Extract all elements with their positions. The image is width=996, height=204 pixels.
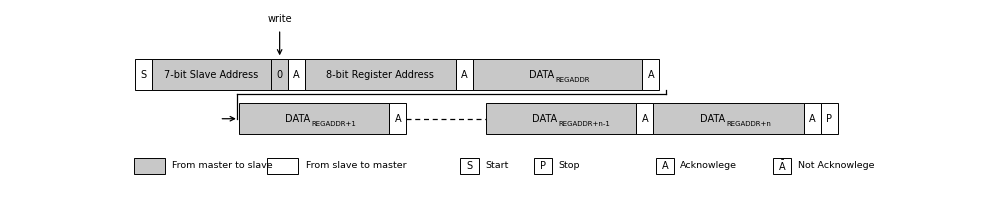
Bar: [486, 103, 636, 134]
Bar: [821, 103, 838, 134]
Bar: [271, 59, 288, 90]
Text: REGADDR: REGADDR: [555, 77, 590, 83]
Text: A: A: [647, 70, 654, 80]
Bar: [134, 59, 151, 90]
Text: S: S: [466, 161, 472, 171]
Bar: [636, 103, 653, 134]
Bar: [460, 158, 479, 174]
Text: REGADDR+n-1: REGADDR+n-1: [559, 121, 611, 127]
Bar: [655, 158, 674, 174]
Bar: [773, 158, 792, 174]
Text: From master to slave: From master to slave: [172, 161, 273, 170]
Bar: [642, 59, 659, 90]
Text: Not Acknowlege: Not Acknowlege: [798, 161, 874, 170]
Text: 8-bit Register Address: 8-bit Register Address: [327, 70, 434, 80]
Bar: [653, 103, 804, 134]
Text: A: A: [661, 161, 668, 171]
Text: DATA: DATA: [285, 114, 310, 124]
Text: P: P: [827, 114, 833, 124]
Text: DATA: DATA: [699, 114, 725, 124]
Text: S: S: [140, 70, 146, 80]
Text: DATA: DATA: [532, 114, 557, 124]
Bar: [133, 158, 164, 174]
Text: A: A: [641, 114, 648, 124]
Text: A: A: [809, 114, 816, 124]
Text: REGADDR+1: REGADDR+1: [312, 121, 357, 127]
Bar: [305, 59, 455, 90]
Text: Start: Start: [485, 161, 508, 170]
Text: $\bar{\mathrm{A}}$: $\bar{\mathrm{A}}$: [778, 159, 787, 173]
Text: A: A: [394, 114, 401, 124]
Text: write: write: [267, 14, 292, 24]
Text: 0: 0: [277, 70, 283, 80]
Text: 7-bit Slave Address: 7-bit Slave Address: [164, 70, 259, 80]
Bar: [288, 59, 305, 90]
Bar: [804, 103, 821, 134]
Text: P: P: [540, 161, 546, 171]
Bar: [267, 158, 298, 174]
Bar: [151, 59, 271, 90]
Text: Stop: Stop: [559, 161, 580, 170]
Text: REGADDR+n: REGADDR+n: [726, 121, 771, 127]
Bar: [473, 59, 642, 90]
Text: From slave to master: From slave to master: [306, 161, 406, 170]
Bar: [239, 103, 389, 134]
Bar: [455, 59, 473, 90]
Bar: [389, 103, 406, 134]
Bar: [534, 158, 552, 174]
Text: DATA: DATA: [529, 70, 554, 80]
Text: A: A: [461, 70, 467, 80]
Text: Acknowlege: Acknowlege: [680, 161, 737, 170]
Text: A: A: [293, 70, 300, 80]
